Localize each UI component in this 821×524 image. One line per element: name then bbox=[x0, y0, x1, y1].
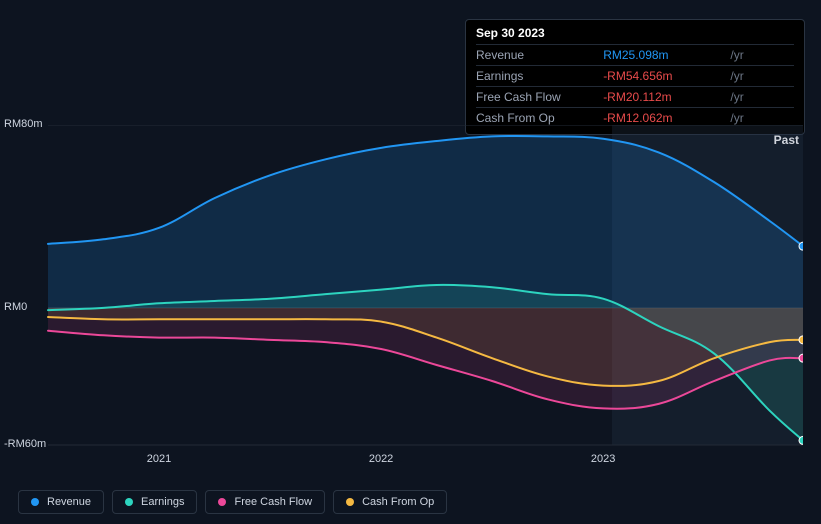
legend-item-revenue[interactable]: Revenue bbox=[18, 490, 104, 514]
legend-dot-icon bbox=[31, 498, 39, 506]
legend-label: Cash From Op bbox=[362, 496, 434, 508]
tooltip-row-value: -RM54.656m bbox=[603, 66, 730, 87]
tooltip-row-label: Earnings bbox=[476, 66, 603, 87]
legend-dot-icon bbox=[346, 498, 354, 506]
legend-label: Free Cash Flow bbox=[234, 496, 312, 508]
tooltip-row-value: -RM20.112m bbox=[603, 87, 730, 108]
tooltip-row: RevenueRM25.098m/yr bbox=[476, 45, 794, 66]
legend-item-earnings[interactable]: Earnings bbox=[112, 490, 197, 514]
tooltip-row: Earnings-RM54.656m/yr bbox=[476, 66, 794, 87]
tooltip-row-unit: /yr bbox=[730, 45, 794, 66]
legend-item-free-cash-flow[interactable]: Free Cash Flow bbox=[205, 490, 325, 514]
tooltip-date: Sep 30 2023 bbox=[476, 26, 794, 44]
legend-label: Earnings bbox=[141, 496, 184, 508]
x-axis-label: 2022 bbox=[351, 453, 411, 465]
x-axis-label: 2021 bbox=[129, 453, 189, 465]
tooltip-row-value: RM25.098m bbox=[603, 45, 730, 66]
tooltip-table: RevenueRM25.098m/yrEarnings-RM54.656m/yr… bbox=[476, 44, 794, 128]
y-axis-label: RM80m bbox=[4, 118, 64, 130]
legend-item-cash-from-op[interactable]: Cash From Op bbox=[333, 490, 447, 514]
chart-tooltip: Sep 30 2023 RevenueRM25.098m/yrEarnings-… bbox=[465, 19, 805, 135]
x-axis-label: 2023 bbox=[573, 453, 633, 465]
tooltip-row: Free Cash Flow-RM20.112m/yr bbox=[476, 87, 794, 108]
legend-dot-icon bbox=[218, 498, 226, 506]
financials-chart[interactable]: RM80mRM0-RM60m 202120222023 Past bbox=[18, 125, 803, 475]
tooltip-row-label: Free Cash Flow bbox=[476, 87, 603, 108]
legend-label: Revenue bbox=[47, 496, 91, 508]
tooltip-row-label: Revenue bbox=[476, 45, 603, 66]
past-label: Past bbox=[774, 133, 799, 147]
chart-svg bbox=[18, 125, 803, 475]
legend-dot-icon bbox=[125, 498, 133, 506]
tooltip-row-unit: /yr bbox=[730, 87, 794, 108]
chart-legend: Revenue Earnings Free Cash Flow Cash From O… bbox=[18, 490, 447, 514]
y-axis-label: RM0 bbox=[4, 301, 64, 313]
tooltip-row-unit: /yr bbox=[730, 66, 794, 87]
y-axis-label: -RM60m bbox=[4, 438, 64, 450]
